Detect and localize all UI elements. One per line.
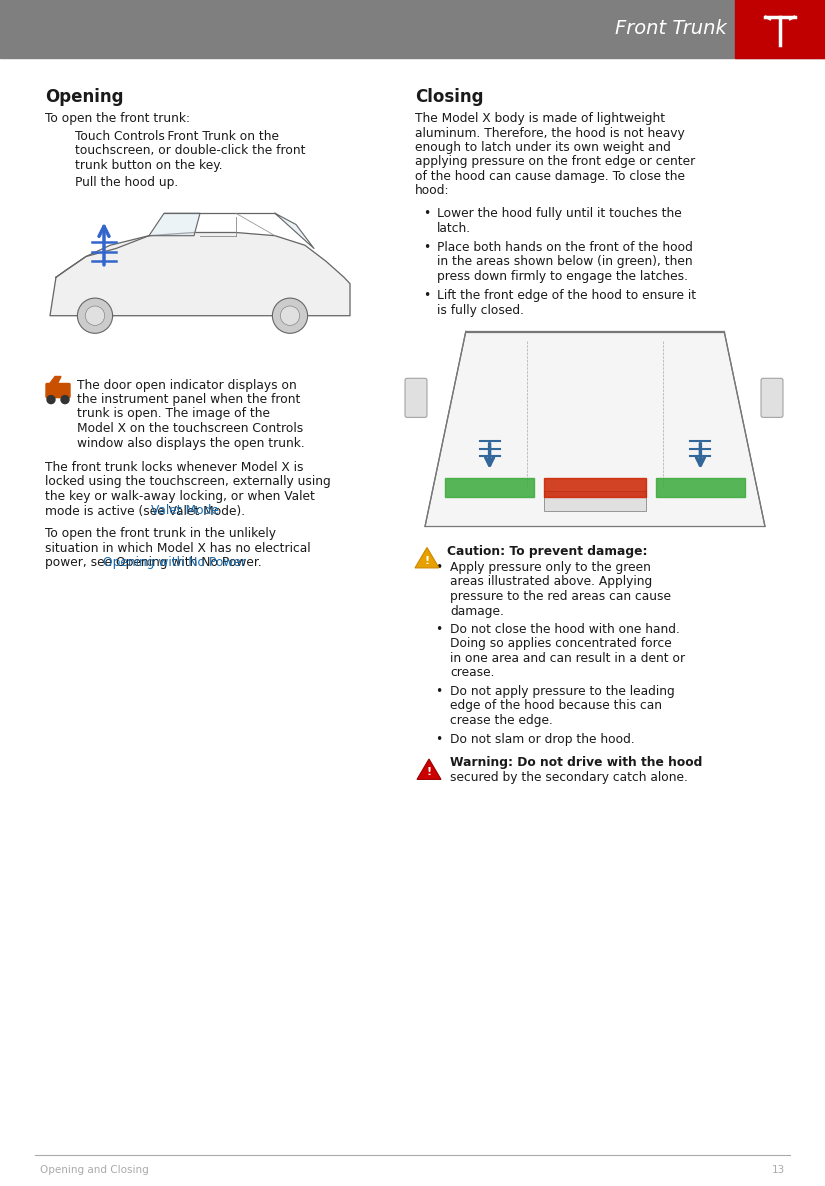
Polygon shape: [415, 548, 439, 568]
Bar: [656, 478, 745, 497]
Text: !: !: [427, 767, 431, 777]
Text: mode is active (see Valet Mode).: mode is active (see Valet Mode).: [45, 504, 245, 517]
Circle shape: [61, 396, 69, 403]
Text: Do not apply pressure to the leading: Do not apply pressure to the leading: [450, 686, 675, 699]
Text: •: •: [423, 241, 431, 254]
Text: the key or walk-away locking, or when Valet: the key or walk-away locking, or when Va…: [45, 490, 315, 503]
Circle shape: [272, 298, 308, 333]
Text: window also displays the open trunk.: window also displays the open trunk.: [77, 436, 304, 449]
Text: Do not close the hood with one hand.: Do not close the hood with one hand.: [450, 623, 680, 636]
Text: Closing: Closing: [415, 88, 483, 106]
Text: press down firmly to engage the latches.: press down firmly to engage the latches.: [437, 270, 688, 283]
Polygon shape: [49, 376, 61, 384]
Text: •: •: [435, 623, 442, 636]
Text: latch.: latch.: [437, 222, 471, 235]
Text: Doing so applies concentrated force: Doing so applies concentrated force: [450, 638, 672, 650]
Bar: [446, 478, 534, 497]
Text: pressure to the red areas can cause: pressure to the red areas can cause: [450, 589, 671, 602]
Text: in the areas shown below (in green), then: in the areas shown below (in green), the…: [437, 255, 693, 268]
Text: situation in which Model X has no electrical: situation in which Model X has no electr…: [45, 542, 311, 555]
Text: in one area and can result in a dent or: in one area and can result in a dent or: [450, 652, 685, 665]
Text: crease the edge.: crease the edge.: [450, 714, 553, 727]
Text: touchscreen, or double-click the front: touchscreen, or double-click the front: [75, 144, 305, 157]
Text: •: •: [423, 289, 431, 302]
Text: areas illustrated above. Applying: areas illustrated above. Applying: [450, 575, 653, 588]
Text: Lower the hood fully until it touches the: Lower the hood fully until it touches th…: [437, 208, 681, 219]
Text: The Model X body is made of lightweight: The Model X body is made of lightweight: [415, 111, 665, 125]
Text: Do not slam or drop the hood.: Do not slam or drop the hood.: [450, 733, 634, 746]
Text: Lift the front edge of the hood to ensure it: Lift the front edge of the hood to ensur…: [437, 289, 696, 302]
Text: power, see Opening with No Power.: power, see Opening with No Power.: [45, 556, 262, 569]
Text: •: •: [423, 208, 431, 219]
Text: is fully closed.: is fully closed.: [437, 304, 524, 317]
Text: locked using the touchscreen, externally using: locked using the touchscreen, externally…: [45, 476, 331, 489]
Text: Model X on the touchscreen Controls: Model X on the touchscreen Controls: [77, 422, 304, 435]
Bar: [544, 491, 646, 511]
Text: Opening and Closing: Opening and Closing: [40, 1165, 148, 1175]
Polygon shape: [275, 213, 314, 249]
Circle shape: [280, 306, 299, 325]
Text: Opening: Opening: [45, 88, 124, 106]
Text: 13: 13: [771, 1165, 785, 1175]
Text: Valet Mode: Valet Mode: [151, 504, 219, 517]
Text: Touch Controls Front Trunk on the: Touch Controls Front Trunk on the: [75, 129, 279, 142]
Polygon shape: [425, 332, 765, 527]
Text: To open the front trunk in the unlikely: To open the front trunk in the unlikely: [45, 527, 276, 540]
Text: applying pressure on the front edge or center: applying pressure on the front edge or c…: [415, 155, 695, 168]
Text: The front trunk locks whenever Model X is: The front trunk locks whenever Model X i…: [45, 461, 304, 474]
Circle shape: [78, 298, 112, 333]
Text: trunk is open. The image of the: trunk is open. The image of the: [77, 408, 270, 421]
Text: of the hood can cause damage. To close the: of the hood can cause damage. To close t…: [415, 170, 685, 183]
Text: Pull the hood up.: Pull the hood up.: [75, 176, 178, 189]
Polygon shape: [50, 232, 350, 315]
Text: !: !: [424, 556, 430, 566]
Circle shape: [47, 396, 55, 403]
Text: Apply pressure only to the green: Apply pressure only to the green: [450, 561, 651, 574]
Text: Opening with No Power: Opening with No Power: [103, 556, 247, 569]
Text: enough to latch under its own weight and: enough to latch under its own weight and: [415, 141, 671, 154]
Text: •: •: [435, 733, 442, 746]
FancyBboxPatch shape: [46, 383, 70, 397]
FancyBboxPatch shape: [761, 378, 783, 417]
Text: damage.: damage.: [450, 605, 504, 618]
Bar: [0, 0, 825, 58]
Text: aluminum. Therefore, the hood is not heavy: aluminum. Therefore, the hood is not hea…: [415, 127, 685, 140]
Text: Warning: Do not drive with the hood: Warning: Do not drive with the hood: [450, 755, 702, 769]
Text: trunk button on the key.: trunk button on the key.: [75, 159, 223, 172]
Text: secured by the secondary catch alone.: secured by the secondary catch alone.: [450, 771, 688, 784]
Text: Front Trunk: Front Trunk: [615, 19, 727, 38]
Bar: [544, 478, 646, 497]
Bar: [735, 0, 825, 58]
Text: The door open indicator displays on: The door open indicator displays on: [77, 378, 297, 391]
Text: Caution: To prevent damage:: Caution: To prevent damage:: [447, 544, 648, 557]
Text: crease.: crease.: [450, 667, 494, 680]
Circle shape: [85, 306, 105, 325]
Text: hood:: hood:: [415, 185, 450, 198]
FancyBboxPatch shape: [405, 378, 427, 417]
Polygon shape: [417, 759, 441, 779]
Text: the instrument panel when the front: the instrument panel when the front: [77, 393, 300, 406]
Text: •: •: [435, 561, 442, 574]
Polygon shape: [149, 213, 200, 236]
Text: edge of the hood because this can: edge of the hood because this can: [450, 700, 662, 713]
Text: •: •: [435, 686, 442, 699]
Text: Place both hands on the front of the hood: Place both hands on the front of the hoo…: [437, 241, 693, 254]
Text: To open the front trunk:: To open the front trunk:: [45, 111, 190, 125]
